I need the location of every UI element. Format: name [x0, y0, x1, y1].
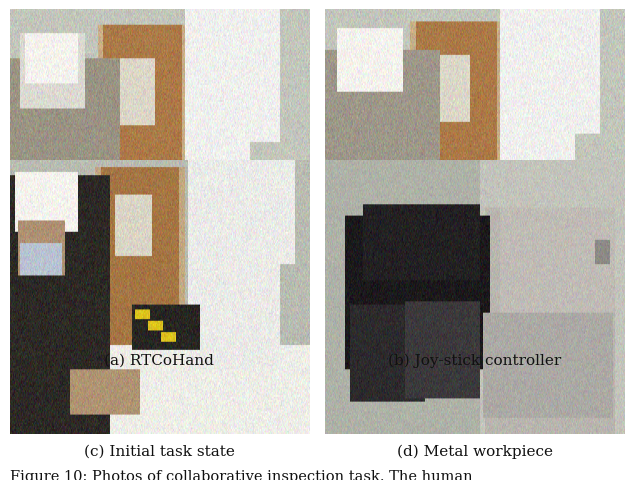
Text: (c) Initial task state: (c) Initial task state: [84, 444, 235, 458]
Text: (b) Joy-stick controller: (b) Joy-stick controller: [388, 353, 561, 367]
Text: (d) Metal workpiece: (d) Metal workpiece: [397, 444, 553, 458]
Text: (a) RTCoHand: (a) RTCoHand: [104, 353, 214, 367]
Text: Figure 10: Photos of collaborative inspection task. The human: Figure 10: Photos of collaborative inspe…: [10, 469, 472, 480]
